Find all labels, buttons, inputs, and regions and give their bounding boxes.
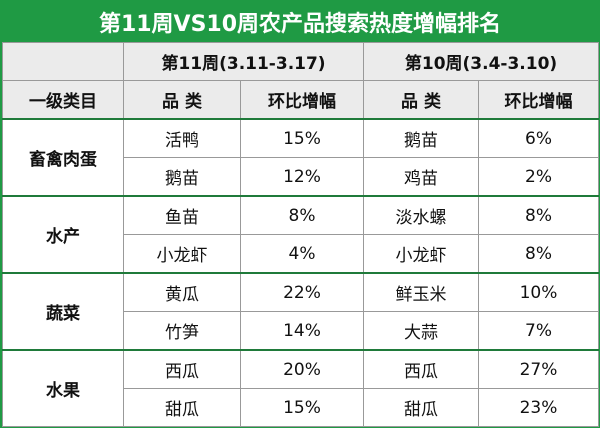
ranking-table: 第11周(3.11-3.17) 第10周(3.4-3.10) 一级类目 品 类 …	[2, 42, 600, 427]
change-cell: 22%	[239, 272, 365, 312]
column-header-row: 一级类目 品 类 环比增幅 品 类 环比增幅	[2, 80, 600, 120]
category-cell: 蔬菜	[2, 272, 124, 351]
item-cell: 西瓜	[363, 349, 480, 389]
data-row: 畜禽肉蛋 活鸭 15% 鹅苗 6%	[2, 118, 600, 197]
item-cell: 竹笋	[123, 311, 241, 351]
category-cell: 畜禽肉蛋	[2, 118, 124, 197]
change-cell: 8%	[478, 234, 600, 274]
item-cell: 大蒜	[363, 311, 480, 351]
item-cell: 黄瓜	[123, 272, 241, 312]
change-cell: 8%	[478, 195, 600, 235]
change-cell: 27%	[478, 349, 600, 389]
item-cell: 鹅苗	[363, 118, 480, 158]
change-cell: 6%	[478, 118, 600, 158]
data-row: 甜瓜 15% 甜瓜 23%	[3, 388, 600, 427]
data-row: 水果 西瓜 20% 西瓜 27%	[2, 349, 600, 427]
item-cell: 鱼苗	[123, 195, 241, 235]
change-cell: 14%	[239, 311, 365, 351]
change-cell: 20%	[239, 349, 365, 389]
change-cell: 8%	[239, 195, 365, 235]
data-row: 竹笋 14% 大蒜 7%	[3, 311, 600, 351]
blank-header-cell	[2, 42, 124, 81]
data-row: 鹅苗 12% 鸡苗 2%	[3, 157, 600, 197]
item-cell: 鲜玉米	[363, 272, 480, 312]
data-row: 蔬菜 黄瓜 22% 鲜玉米 10%	[2, 272, 600, 351]
category-cell: 水果	[2, 349, 124, 427]
item-cell: 活鸭	[123, 118, 241, 158]
change-cell: 7%	[478, 311, 600, 351]
data-row: 水产 鱼苗 8% 淡水螺 8%	[2, 195, 600, 274]
column-header: 品 类	[363, 80, 480, 120]
item-cell: 小龙虾	[123, 234, 241, 274]
column-header: 一级类目	[2, 80, 124, 120]
item-cell: 淡水螺	[363, 195, 480, 235]
table-title: 第11周VS10周农产品搜索热度增幅排名	[2, 2, 598, 42]
period-header: 第11周(3.11-3.17)	[122, 42, 365, 81]
item-cell: 西瓜	[123, 349, 241, 389]
item-cell: 鸡苗	[363, 157, 480, 197]
item-cell: 鹅苗	[123, 157, 241, 197]
category-cell: 水产	[2, 195, 124, 274]
change-cell: 2%	[478, 157, 600, 197]
data-row: 小龙虾 4% 小龙虾 8%	[3, 234, 600, 274]
column-header: 品 类	[123, 80, 241, 120]
change-cell: 23%	[478, 388, 600, 427]
change-cell: 12%	[239, 157, 365, 197]
item-cell: 小龙虾	[363, 234, 480, 274]
item-cell: 甜瓜	[363, 388, 480, 427]
item-cell: 甜瓜	[123, 388, 241, 427]
period-header: 第10周(3.4-3.10)	[363, 42, 600, 81]
period-header-row: 第11周(3.11-3.17) 第10周(3.4-3.10)	[2, 42, 600, 81]
change-cell: 4%	[239, 234, 365, 274]
change-cell: 15%	[239, 118, 365, 158]
column-header: 环比增幅	[239, 80, 365, 120]
change-cell: 15%	[239, 388, 365, 427]
change-cell: 10%	[478, 272, 600, 312]
column-header: 环比增幅	[478, 80, 600, 120]
